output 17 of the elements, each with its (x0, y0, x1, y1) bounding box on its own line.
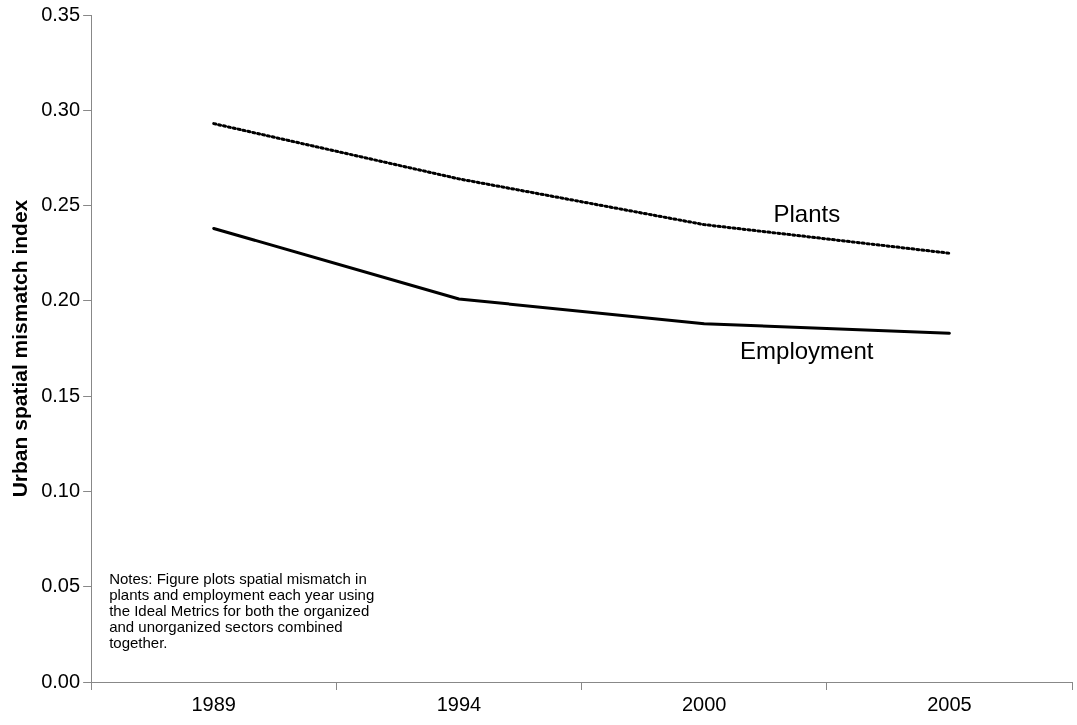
line-series (212, 122, 951, 255)
y-tick-label: 0.30 (41, 97, 81, 120)
y-tick-label: 0.10 (41, 478, 81, 501)
x-tick-label: 2005 (927, 692, 972, 715)
x-tick-label: 1989 (191, 692, 236, 715)
x-tick-label: 2000 (681, 692, 727, 715)
y-tick-label: 0.15 (41, 383, 81, 406)
series-label: Plants (773, 199, 841, 227)
y-tick-label: 0.00 (41, 669, 81, 692)
series-label: Employment (740, 337, 874, 365)
annotation: Notes: Figure plots spatial mismatch in plants and employment each year using the Ideal Metrics for both the organized and unorganized sectors combined together. (109, 569, 375, 651)
y-tick-label: 0.35 (41, 2, 81, 25)
y-axis-title: Urban spatial mismatch index (8, 199, 32, 498)
y-tick-label: 0.25 (41, 193, 81, 216)
x-tick-label: 1994 (436, 692, 482, 715)
y-tick-label: 0.05 (41, 574, 81, 597)
y-tick-label: 0.20 (41, 288, 81, 311)
